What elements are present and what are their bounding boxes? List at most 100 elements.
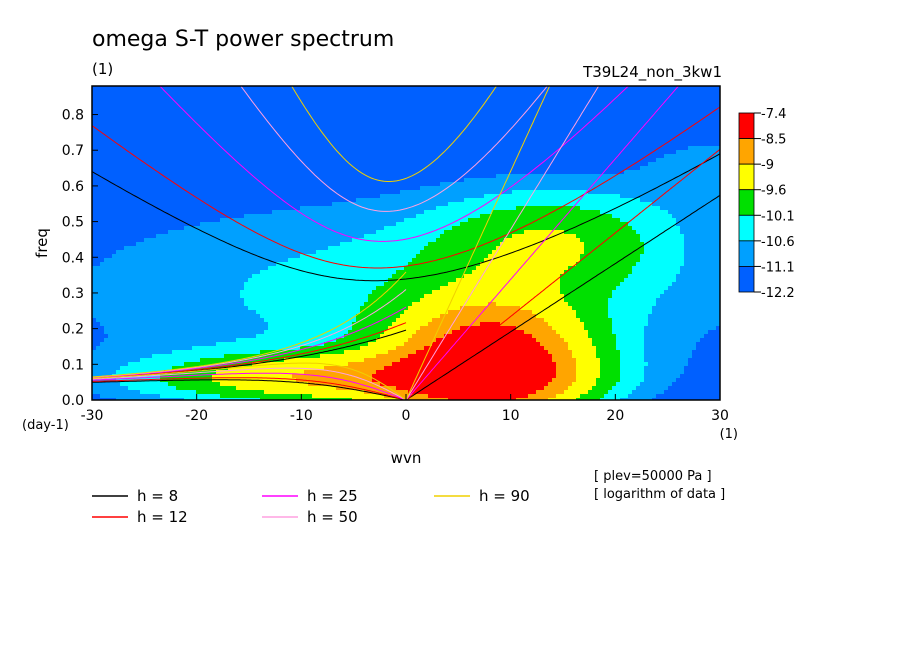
heat-cell xyxy=(104,294,109,299)
heat-cell xyxy=(116,382,121,387)
heat-cell xyxy=(256,118,261,123)
heat-cell xyxy=(248,306,253,311)
heat-cell xyxy=(104,102,109,107)
heat-cell xyxy=(264,346,269,351)
heat-cell xyxy=(180,330,185,335)
heat-cell xyxy=(328,246,333,251)
heat-cell xyxy=(328,90,333,95)
heat-cell xyxy=(124,286,129,291)
heat-cell xyxy=(128,190,133,195)
heat-cell xyxy=(200,394,205,399)
heat-cell xyxy=(256,110,261,115)
heat-cell xyxy=(304,326,309,331)
heat-cell xyxy=(184,258,189,263)
heat-cell xyxy=(276,190,281,195)
heat-cell xyxy=(288,206,293,211)
heat-cell xyxy=(204,230,209,235)
heat-cell xyxy=(200,98,205,103)
heat-cell xyxy=(116,370,121,375)
heat-cell xyxy=(92,222,97,227)
heat-cell xyxy=(224,118,229,123)
heat-cell xyxy=(192,370,197,375)
heat-cell xyxy=(300,194,305,199)
heat-cell xyxy=(248,294,253,299)
heat-cell xyxy=(276,162,281,167)
heat-cell xyxy=(256,374,261,379)
heat-cell xyxy=(264,154,269,159)
heat-cell xyxy=(284,282,289,287)
heat-cell xyxy=(172,262,177,267)
heat-cell xyxy=(304,294,309,299)
heat-cell xyxy=(168,130,173,135)
heat-cell xyxy=(172,350,177,355)
heat-cell xyxy=(284,154,289,159)
heat-cell xyxy=(160,266,165,271)
heat-cell xyxy=(124,346,129,351)
heat-cell xyxy=(324,326,329,331)
heat-cell xyxy=(112,210,117,215)
heat-cell xyxy=(288,210,293,215)
heat-cell xyxy=(340,362,345,367)
heatmap-field xyxy=(92,86,720,400)
heat-cell xyxy=(236,170,241,175)
heat-cell xyxy=(264,122,269,127)
heat-cell xyxy=(280,238,285,243)
heat-cell xyxy=(100,306,105,311)
heat-cell xyxy=(148,266,153,271)
heat-cell xyxy=(248,330,253,335)
heat-cell xyxy=(192,114,197,119)
heat-cell xyxy=(160,242,165,247)
heat-cell xyxy=(192,350,197,355)
heat-cell xyxy=(176,290,181,295)
heat-cell xyxy=(136,254,141,259)
heat-cell xyxy=(260,382,265,387)
heat-cell xyxy=(340,146,345,151)
heat-cell xyxy=(180,90,185,95)
heat-cell xyxy=(208,318,213,323)
heat-cell xyxy=(220,86,225,91)
heat-cell xyxy=(140,222,145,227)
heat-cell xyxy=(216,158,221,163)
heat-cell xyxy=(340,190,345,195)
heat-cell xyxy=(124,322,129,327)
heat-cell xyxy=(228,270,233,275)
heat-cell xyxy=(184,234,189,239)
heat-cell xyxy=(92,206,97,211)
heat-cell xyxy=(304,90,309,95)
heat-cell xyxy=(276,334,281,339)
heat-cell xyxy=(264,382,269,387)
heat-cell xyxy=(96,118,101,123)
heat-cell xyxy=(172,214,177,219)
heat-cell xyxy=(300,174,305,179)
heat-cell xyxy=(120,114,125,119)
heat-cell xyxy=(120,170,125,175)
heat-cell xyxy=(344,102,349,107)
heat-cell xyxy=(328,94,333,99)
heat-cell xyxy=(292,150,297,155)
heat-cell xyxy=(312,142,317,147)
heat-cell xyxy=(156,382,161,387)
heat-cell xyxy=(96,326,101,331)
heat-cell xyxy=(260,322,265,327)
heat-cell xyxy=(312,346,317,351)
heat-cell xyxy=(268,266,273,271)
heat-cell xyxy=(336,274,341,279)
heat-cell xyxy=(164,274,169,279)
heat-cell xyxy=(320,318,325,323)
heat-cell xyxy=(308,258,313,263)
heat-cell xyxy=(192,178,197,183)
heat-cell xyxy=(300,134,305,139)
heat-cell xyxy=(180,362,185,367)
heat-cell xyxy=(96,258,101,263)
heat-cell xyxy=(168,142,173,147)
heat-cell xyxy=(220,182,225,187)
heat-cell xyxy=(144,354,149,359)
heat-cell xyxy=(324,310,329,315)
heat-cell xyxy=(256,310,261,315)
heat-cell xyxy=(264,138,269,143)
heat-cell xyxy=(308,98,313,103)
heat-cell xyxy=(284,306,289,311)
heat-cell xyxy=(140,258,145,263)
heat-cell xyxy=(280,266,285,271)
heat-cell xyxy=(252,198,257,203)
